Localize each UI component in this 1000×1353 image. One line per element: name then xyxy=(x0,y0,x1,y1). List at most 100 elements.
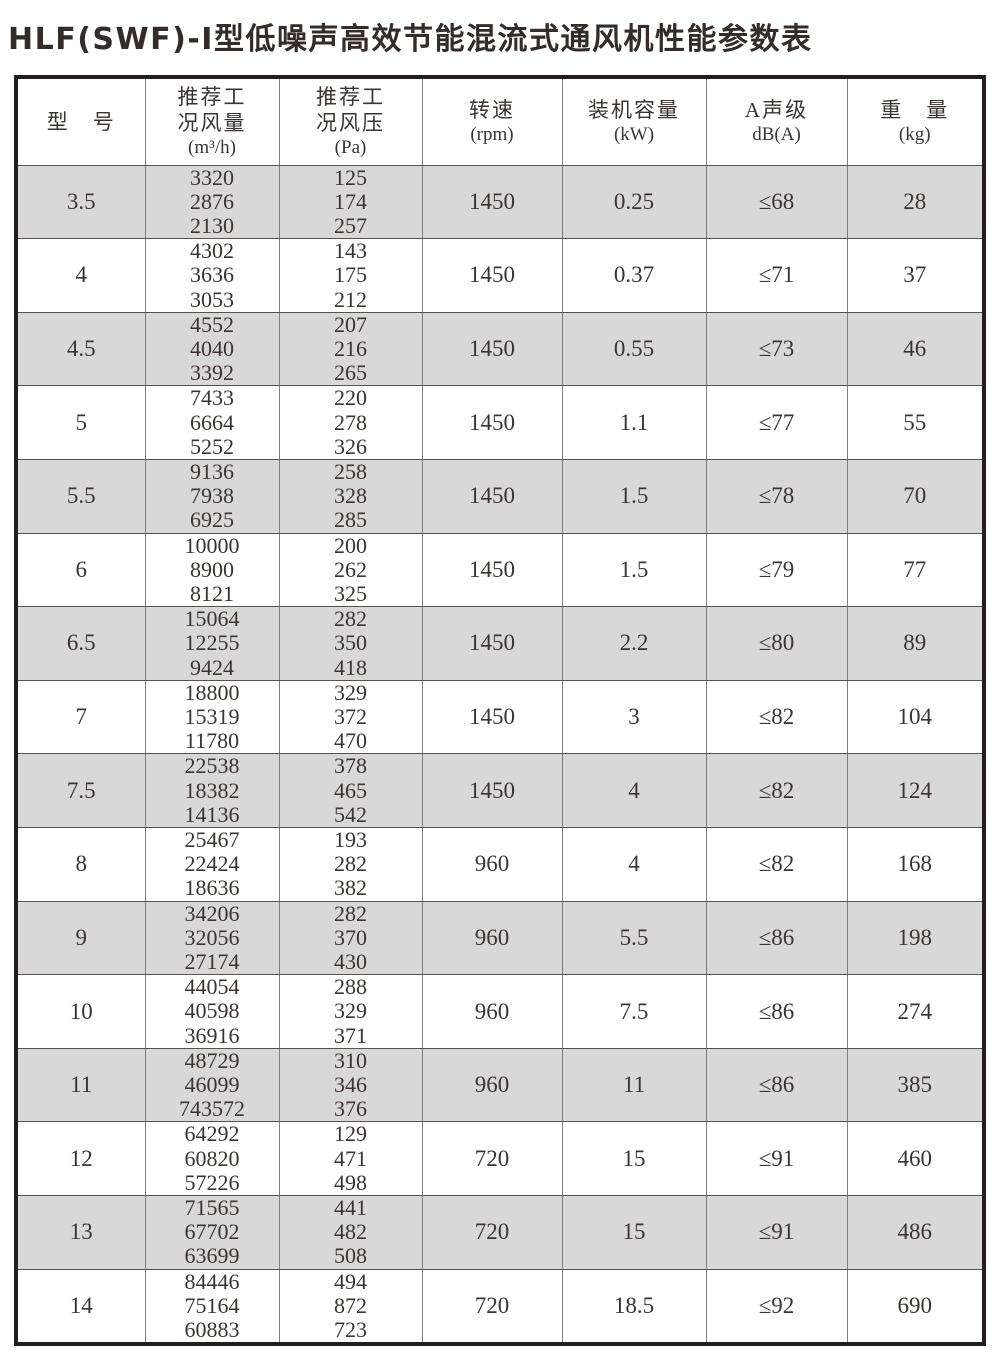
cell-value: 8 xyxy=(75,851,88,877)
column-label: 转速 xyxy=(469,97,515,122)
cell-value: 960 xyxy=(474,998,510,1024)
noise-cell: ≤86 xyxy=(705,974,848,1049)
table-row: 9 34206 32056 27174 282 370 430 960 5.5 ≤86 198 xyxy=(15,900,985,976)
cell-value: ≤82 xyxy=(758,704,795,730)
cell-value: 282 xyxy=(334,900,367,926)
cell-value: 11780 xyxy=(184,728,240,754)
cell-value: 18.5 xyxy=(613,1292,655,1318)
weight-cell: 168 xyxy=(846,826,985,902)
model-cell: 5.5 xyxy=(15,458,146,534)
cell-value: 7 xyxy=(75,704,88,730)
speed-cell: 960 xyxy=(421,900,563,976)
weight-cell: 486 xyxy=(846,1195,985,1270)
power-cell: 4 xyxy=(561,826,707,902)
speed-cell: 1450 xyxy=(421,606,563,681)
table-row: 4.5 4552 4040 3392 207 216 265 1450 0.55 ≤73 46 xyxy=(15,311,985,387)
cell-value: ≤73 xyxy=(758,336,795,362)
cell-value: 346 xyxy=(334,1072,367,1098)
power-cell: 1.5 xyxy=(561,458,707,534)
power-cell: 0.37 xyxy=(561,238,707,313)
cell-value: 441 xyxy=(334,1195,367,1221)
cell-value: 274 xyxy=(897,998,933,1024)
cell-value: 1.5 xyxy=(619,483,649,509)
cell-value: ≤91 xyxy=(758,1219,795,1245)
speed-cell: 1450 xyxy=(421,532,563,608)
cell-value: 89 xyxy=(903,630,927,656)
table-row: 4 4302 3636 3053 143 175 212 1450 0.37 ≤71 37 xyxy=(15,238,985,313)
cell-value: 1450 xyxy=(469,483,515,509)
cell-value: 60883 xyxy=(184,1317,240,1343)
cell-value: ≤92 xyxy=(758,1292,795,1318)
cell-value: 6925 xyxy=(190,507,234,533)
cell-value: 471 xyxy=(334,1145,367,1171)
cell-value: 44054 xyxy=(184,974,240,1000)
cell-value: 77 xyxy=(903,556,927,582)
cell-value: 329 xyxy=(334,679,367,705)
cell-value: 36916 xyxy=(184,1022,240,1048)
column-unit: dB(A) xyxy=(752,123,801,145)
column-header-weight: 重 量 (kg) xyxy=(846,76,985,166)
cell-value: ≤79 xyxy=(758,556,795,582)
cell-value: 378 xyxy=(334,753,367,779)
cell-value: 7.5 xyxy=(619,998,649,1024)
air-pressure-cell: 258 328 285 xyxy=(278,458,423,534)
noise-cell: ≤82 xyxy=(705,679,848,755)
cell-value: 0.25 xyxy=(613,188,655,214)
cell-value: 15 xyxy=(622,1145,646,1171)
cell-value: 4 xyxy=(75,262,88,288)
air-pressure-cell: 125 174 257 xyxy=(278,164,423,240)
air-pressure-cell: 282 370 430 xyxy=(278,900,423,976)
cell-value: 494 xyxy=(334,1268,367,1294)
cell-value: 382 xyxy=(334,875,367,901)
cell-value: 7938 xyxy=(190,483,234,509)
column-header-model: 型 号 xyxy=(15,76,146,166)
cell-value: 129 xyxy=(334,1121,367,1147)
cell-value: 4 xyxy=(628,851,640,877)
cell-value: 376 xyxy=(334,1096,367,1122)
cell-value: 71565 xyxy=(184,1195,240,1221)
air-pressure-cell: 441 482 508 xyxy=(278,1195,423,1270)
weight-cell: 274 xyxy=(846,974,985,1049)
air-volume-cell: 18800 15319 11780 xyxy=(144,679,280,755)
speed-cell: 1450 xyxy=(421,679,563,755)
weight-cell: 37 xyxy=(846,238,985,313)
cell-value: 0.37 xyxy=(613,262,655,288)
cell-value: 288 xyxy=(334,974,367,1000)
air-pressure-cell: 378 465 542 xyxy=(278,753,423,828)
fan-performance-table: 型 号推荐工 况风量 (m³/h) 推荐工 况风压 (Pa) 转速 (rpm) 装机容量 (kW)… xyxy=(14,75,986,1347)
cell-value: 278 xyxy=(334,409,367,435)
model-cell: 10 xyxy=(15,974,146,1049)
model-cell: 3.5 xyxy=(15,164,146,240)
table-row: 5 7433 6664 5252 220 278 326 1450 1.1 ≤77 55 xyxy=(15,385,985,460)
table-row: 3.5 3320 2876 2130 125 174 257 1450 0.25 ≤68 28 xyxy=(15,164,985,240)
speed-cell: 960 xyxy=(421,1047,563,1123)
air-volume-cell: 48729 46099 743572 xyxy=(144,1047,280,1123)
cell-value: 104 xyxy=(897,704,933,730)
air-pressure-cell: 200 262 325 xyxy=(278,532,423,608)
air-pressure-cell: 207 216 265 xyxy=(278,311,423,387)
cell-value: 0.55 xyxy=(613,336,655,362)
weight-cell: 198 xyxy=(846,900,985,976)
cell-value: 328 xyxy=(334,483,367,509)
cell-value: 3320 xyxy=(190,164,234,190)
air-volume-cell: 22538 18382 14136 xyxy=(144,753,280,828)
cell-value: ≤86 xyxy=(758,998,795,1024)
table-row: 7.5 22538 18382 14136 378 465 542 1450 4 ≤82 124 xyxy=(15,753,985,828)
cell-value: 25467 xyxy=(184,826,240,852)
cell-value: 125 xyxy=(334,164,367,190)
air-volume-cell: 7433 6664 5252 xyxy=(144,385,280,460)
column-unit: (rpm) xyxy=(470,123,514,145)
weight-cell: 46 xyxy=(846,311,985,387)
speed-cell: 1450 xyxy=(421,458,563,534)
cell-value: 75164 xyxy=(184,1292,240,1318)
model-cell: 4.5 xyxy=(15,311,146,387)
cell-value: 960 xyxy=(474,924,510,950)
cell-value: 34206 xyxy=(184,900,240,926)
column-header-noise: A声级 dB(A) xyxy=(705,76,848,166)
cell-value: 15064 xyxy=(184,606,240,632)
model-cell: 6 xyxy=(15,532,146,608)
cell-value: 40598 xyxy=(184,998,240,1024)
cell-value: 262 xyxy=(334,556,367,582)
column-unit: (m³/h) xyxy=(188,136,236,158)
cell-value: ≤91 xyxy=(758,1145,795,1171)
